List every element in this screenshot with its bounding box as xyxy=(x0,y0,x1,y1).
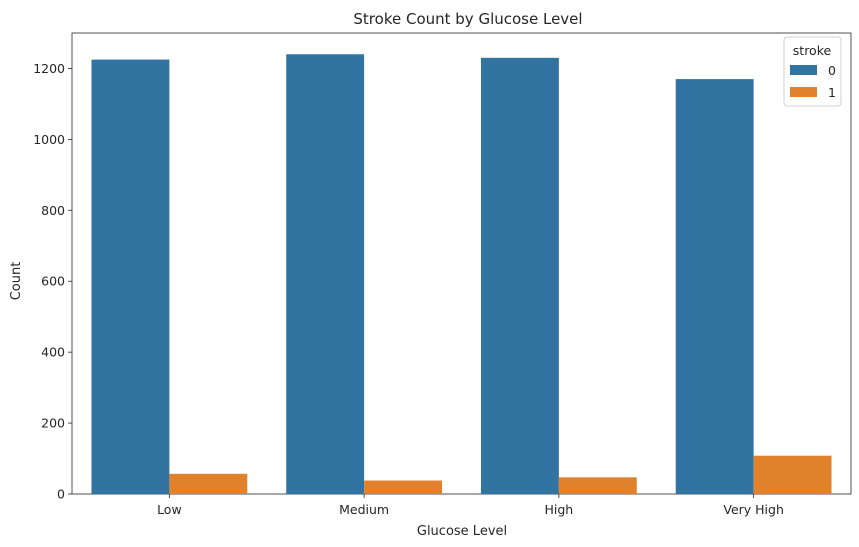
y-tick-label: 1000 xyxy=(33,132,65,147)
y-tick-label: 1200 xyxy=(33,61,65,76)
legend-label-0: 0 xyxy=(828,63,836,78)
y-tick-label: 400 xyxy=(41,345,65,360)
bar-stroke-1-very-high xyxy=(753,455,832,494)
bar-stroke-0-very-high xyxy=(675,79,754,494)
x-tick-label: Very High xyxy=(723,502,784,517)
y-tick-label: 600 xyxy=(41,274,65,289)
bar-stroke-0-low xyxy=(91,59,170,494)
plot-frame xyxy=(71,32,852,495)
x-tick-label: Low xyxy=(157,502,182,517)
y-tick-label: 0 xyxy=(57,487,65,502)
x-tick-label: Medium xyxy=(339,502,389,517)
legend-label-1: 1 xyxy=(828,85,836,100)
legend: stroke 0 1 xyxy=(783,36,842,107)
chart-title: Stroke Count by Glucose Level xyxy=(353,10,582,28)
bar-stroke-1-high xyxy=(558,477,637,494)
bar-stroke-1-medium xyxy=(364,480,443,494)
x-axis: Low Medium High Very High xyxy=(157,494,784,517)
y-tick-label: 800 xyxy=(41,203,65,218)
bar-stroke-0-high xyxy=(480,57,559,494)
legend-swatch-0 xyxy=(790,65,817,75)
y-tick-label: 200 xyxy=(41,416,65,431)
legend-swatch-1 xyxy=(790,87,817,97)
bar-stroke-0-medium xyxy=(286,54,365,495)
y-axis-label: Count xyxy=(9,262,24,301)
legend-title: stroke xyxy=(793,43,832,58)
x-axis-label: Glucose Level xyxy=(417,524,507,539)
plot-area xyxy=(71,32,852,495)
y-axis: 0 200 400 600 800 1000 1200 xyxy=(33,61,72,502)
bars xyxy=(91,54,832,495)
bar-stroke-1-low xyxy=(169,473,248,494)
x-tick-label: High xyxy=(545,502,574,517)
